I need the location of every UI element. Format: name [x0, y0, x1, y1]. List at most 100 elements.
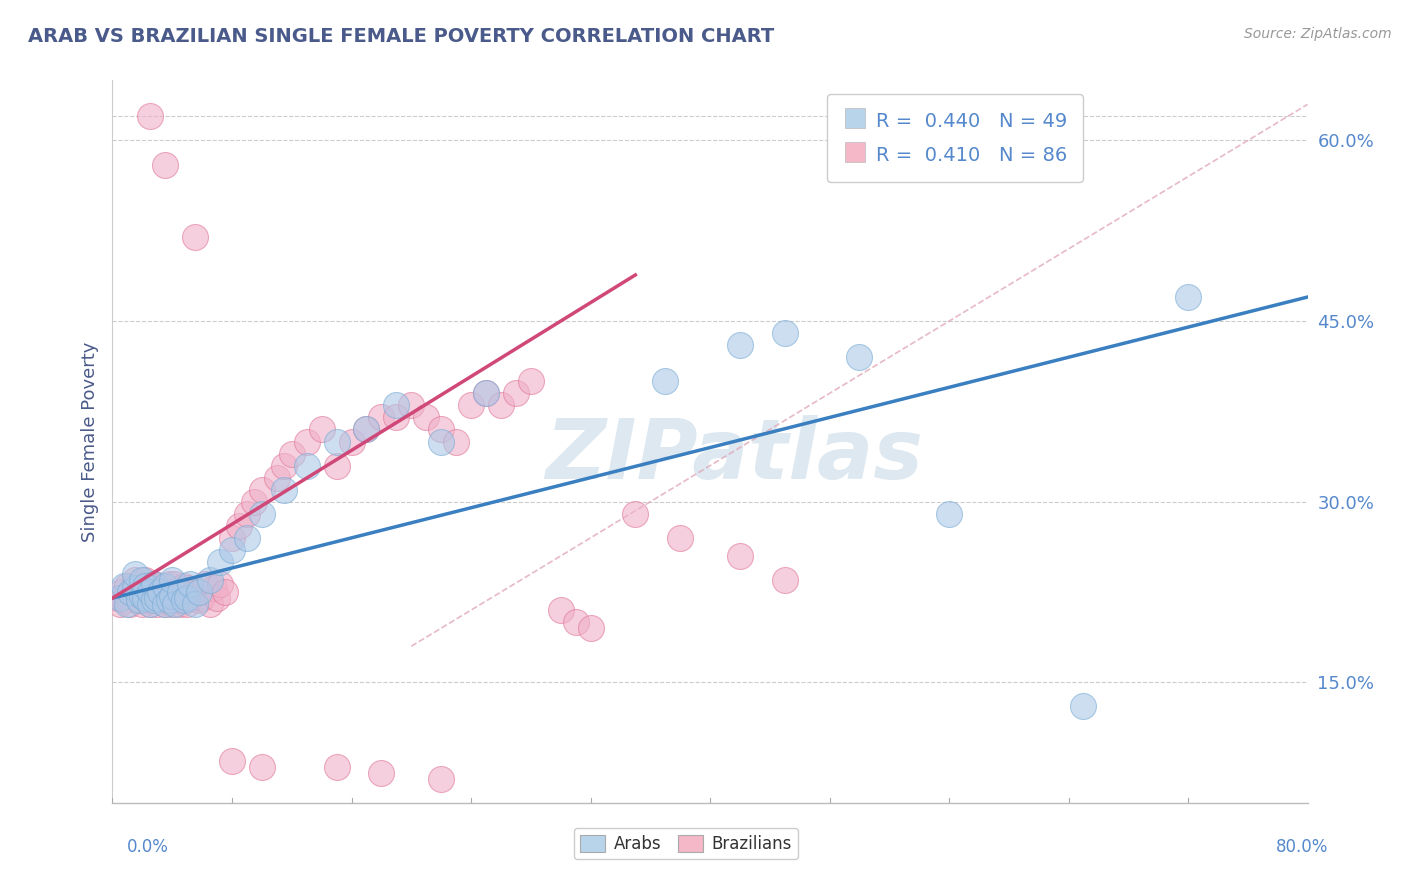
Point — [165, 597, 187, 611]
Point — [120, 585, 142, 599]
Point — [131, 585, 153, 599]
Point — [198, 573, 221, 587]
Point — [114, 579, 135, 593]
Point — [654, 374, 676, 388]
Point — [131, 573, 153, 587]
Point — [728, 338, 751, 352]
Point — [205, 591, 228, 606]
Point — [475, 386, 498, 401]
Point — [228, 518, 250, 533]
Point — [505, 386, 527, 401]
Text: 0.0%: 0.0% — [127, 838, 169, 856]
Point — [202, 582, 225, 596]
Point — [250, 507, 273, 521]
Point — [165, 593, 187, 607]
Point — [183, 229, 205, 244]
Point — [183, 597, 205, 611]
Point — [165, 576, 187, 591]
Point — [146, 585, 169, 599]
Point — [176, 582, 198, 596]
Point — [430, 772, 453, 786]
Point — [520, 374, 543, 388]
Point — [214, 585, 236, 599]
Point — [356, 423, 378, 437]
Point — [124, 582, 146, 596]
Point — [1073, 699, 1095, 714]
Point — [173, 593, 195, 607]
Point — [209, 576, 232, 591]
Point — [169, 585, 191, 599]
Point — [273, 483, 295, 497]
Point — [153, 597, 176, 611]
Point — [370, 410, 392, 425]
Point — [108, 591, 131, 606]
Point — [124, 573, 146, 587]
Point — [149, 593, 172, 607]
Legend: Arabs, Brazilians: Arabs, Brazilians — [574, 828, 799, 860]
Point — [183, 585, 205, 599]
Point — [124, 582, 146, 596]
Point — [198, 597, 221, 611]
Point — [179, 576, 201, 591]
Point — [773, 326, 796, 340]
Point — [128, 593, 150, 607]
Point — [236, 531, 259, 545]
Text: Source: ZipAtlas.com: Source: ZipAtlas.com — [1244, 27, 1392, 41]
Point — [173, 579, 195, 593]
Point — [728, 549, 751, 563]
Point — [153, 157, 176, 171]
Point — [162, 585, 183, 599]
Point — [550, 603, 572, 617]
Point — [194, 576, 217, 591]
Point — [188, 585, 211, 599]
Point — [489, 398, 512, 412]
Point — [579, 621, 602, 635]
Point — [475, 386, 498, 401]
Point — [669, 531, 692, 545]
Point — [221, 754, 243, 768]
Point — [157, 593, 180, 607]
Point — [370, 765, 392, 780]
Point — [188, 593, 211, 607]
Point — [221, 542, 243, 557]
Point — [295, 434, 318, 449]
Point — [162, 597, 183, 611]
Point — [169, 585, 191, 599]
Point — [162, 589, 183, 603]
Point — [385, 410, 408, 425]
Point — [340, 434, 363, 449]
Point — [128, 579, 150, 593]
Text: ZIPatlas: ZIPatlas — [546, 416, 922, 497]
Point — [281, 446, 304, 460]
Point — [173, 593, 195, 607]
Point — [153, 579, 176, 593]
Point — [122, 585, 145, 599]
Point — [120, 597, 142, 611]
Point — [146, 597, 169, 611]
Point — [430, 434, 453, 449]
Point — [221, 531, 243, 545]
Point — [325, 458, 347, 473]
Point — [169, 597, 191, 611]
Point — [385, 398, 408, 412]
Point — [848, 350, 870, 364]
Point — [117, 589, 139, 603]
Point — [143, 591, 166, 606]
Point — [117, 579, 139, 593]
Point — [108, 597, 131, 611]
Point — [110, 585, 132, 599]
Point — [243, 494, 266, 508]
Point — [356, 423, 378, 437]
Text: 80.0%: 80.0% — [1277, 838, 1329, 856]
Point — [250, 483, 273, 497]
Point — [624, 507, 647, 521]
Point — [236, 507, 259, 521]
Point — [139, 597, 162, 611]
Point — [143, 576, 166, 591]
Point — [117, 597, 139, 611]
Point — [191, 591, 214, 606]
Point — [176, 591, 198, 606]
Point — [131, 589, 153, 603]
Point — [325, 434, 347, 449]
Point — [153, 585, 176, 599]
